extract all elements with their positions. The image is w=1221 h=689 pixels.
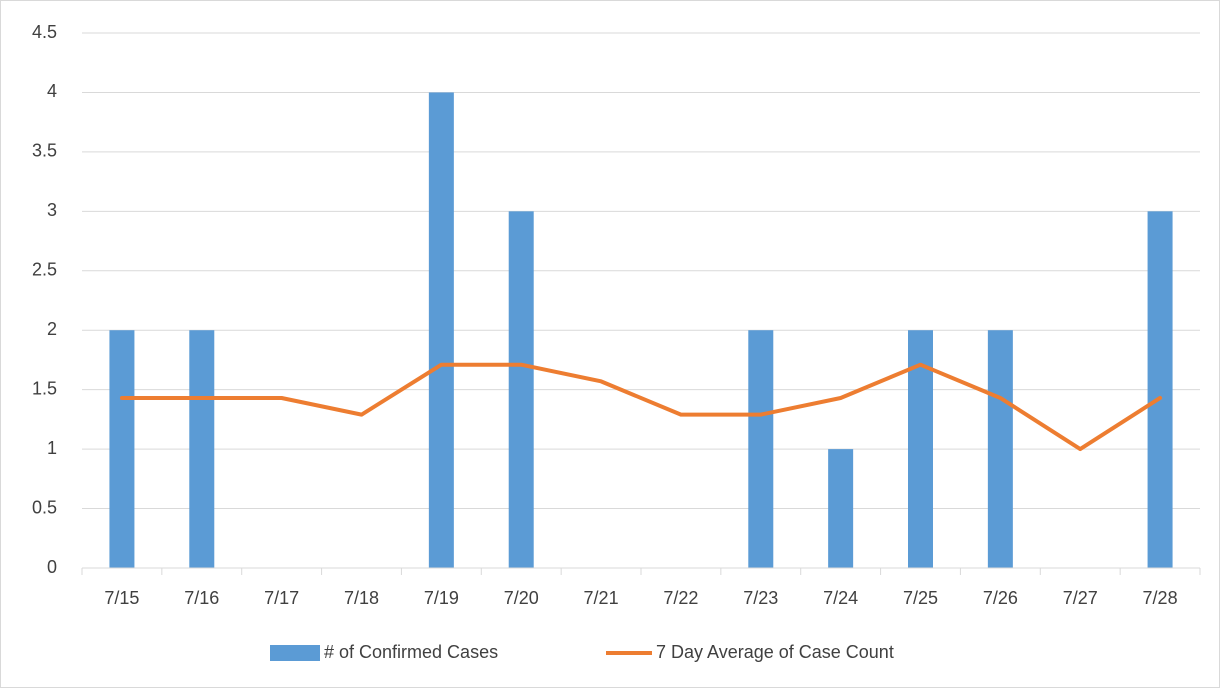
x-tick-label: 7/22 [663, 588, 698, 608]
y-tick-label: 0 [47, 557, 57, 577]
x-tick-label: 7/27 [1063, 588, 1098, 608]
x-tick-label: 7/28 [1143, 588, 1178, 608]
legend-label: 7 Day Average of Case Count [656, 642, 894, 662]
y-tick-label: 1 [47, 438, 57, 458]
bar [189, 330, 215, 568]
y-tick-label: 2.5 [32, 260, 57, 280]
bar [828, 449, 854, 568]
bar [1147, 211, 1173, 569]
x-tick-label: 7/16 [184, 588, 219, 608]
y-tick-label: 0.5 [32, 497, 57, 517]
x-tick-label: 7/25 [903, 588, 938, 608]
x-tick-label: 7/17 [264, 588, 299, 608]
y-tick-label: 3.5 [32, 141, 57, 161]
bar [109, 330, 135, 568]
legend-swatch [270, 645, 320, 661]
bar [508, 211, 534, 569]
y-tick-label: 1.5 [32, 378, 57, 398]
x-tick-label: 7/21 [584, 588, 619, 608]
bar [987, 330, 1013, 568]
bar [748, 330, 774, 568]
bar [428, 92, 454, 568]
x-tick-label: 7/15 [104, 588, 139, 608]
y-tick-label: 4.5 [32, 22, 57, 42]
y-tick-label: 2 [47, 319, 57, 339]
x-tick-label: 7/24 [823, 588, 858, 608]
x-tick-label: 7/26 [983, 588, 1018, 608]
x-tick-label: 7/19 [424, 588, 459, 608]
x-tick-label: 7/20 [504, 588, 539, 608]
x-tick-label: 7/23 [743, 588, 778, 608]
x-tick-label: 7/18 [344, 588, 379, 608]
legend-label: # of Confirmed Cases [324, 642, 498, 662]
line [119, 362, 1163, 452]
y-tick-label: 4 [47, 81, 57, 101]
y-tick-label: 3 [47, 200, 57, 220]
